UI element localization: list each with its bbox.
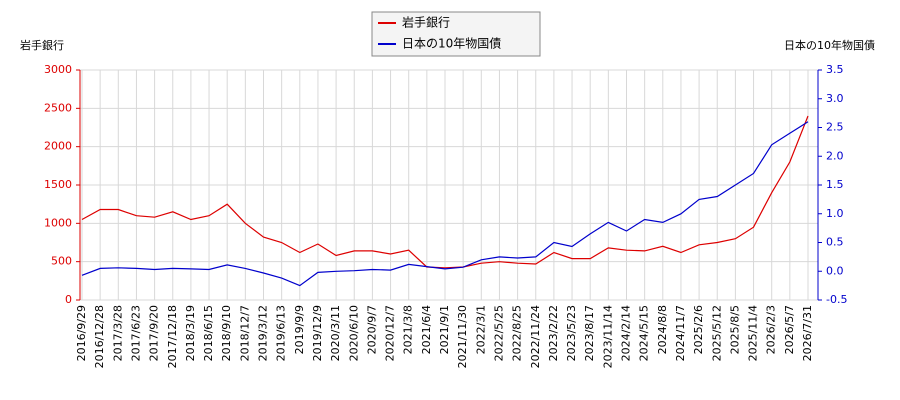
x-tick-label: 2022/8/25 — [511, 305, 524, 361]
x-tick-label: 2025/8/5 — [728, 305, 741, 354]
legend-label: 日本の10年物国債 — [402, 36, 501, 51]
x-tick-label: 2026/2/3 — [765, 305, 778, 354]
x-tick-label: 2024/2/14 — [620, 305, 633, 361]
x-tick-label: 2022/5/25 — [492, 305, 505, 361]
x-tick-label: 2020/12/7 — [384, 305, 397, 361]
y2-tick-label: 0.0 — [826, 264, 844, 277]
x-tick-label: 2023/8/17 — [583, 305, 596, 361]
x-tick-label: 2018/3/19 — [184, 305, 197, 361]
y2-tick-label: 3.0 — [826, 92, 844, 105]
y-tick-label: 0 — [65, 293, 72, 306]
x-tick-label: 2019/9/9 — [293, 305, 306, 354]
x-tick-label: 2020/3/11 — [329, 305, 342, 361]
x-tick-label: 2016/9/29 — [75, 305, 88, 361]
x-tick-label: 2021/6/4 — [420, 305, 433, 354]
x-tick-label: 2018/9/10 — [220, 305, 233, 361]
x-tick-label: 2025/11/4 — [747, 305, 760, 361]
x-tick-label: 2022/3/1 — [474, 305, 487, 354]
x-tick-label: 2024/5/15 — [638, 305, 651, 361]
y-tick-label: 2500 — [44, 101, 72, 114]
x-tick-label: 2021/9/1 — [438, 305, 451, 354]
x-tick-label: 2017/9/20 — [148, 305, 161, 361]
legend-label: 岩手銀行 — [402, 15, 450, 30]
y2-tick-label: 1.0 — [826, 207, 844, 220]
x-tick-label: 2024/8/8 — [656, 305, 669, 354]
y2-tick-label: 2.5 — [826, 121, 844, 134]
x-tick-label: 2022/11/24 — [529, 305, 542, 368]
x-tick-label: 2019/12/9 — [311, 305, 324, 361]
x-tick-label: 2018/6/15 — [202, 305, 215, 361]
x-tick-label: 2024/11/7 — [674, 305, 687, 361]
y2-tick-label: 3.5 — [826, 63, 844, 76]
series-line — [81, 121, 809, 287]
series-line — [81, 115, 809, 269]
x-tick-label: 2026/7/31 — [801, 305, 814, 361]
y-axis-title: 岩手銀行 — [20, 38, 64, 52]
x-tick-label: 2025/5/12 — [710, 305, 723, 361]
y2-axis-title: 日本の10年物国債 — [784, 38, 875, 52]
y2-tick-label: 0.5 — [826, 236, 844, 249]
y2-tick-label: 1.5 — [826, 178, 844, 191]
x-tick-label: 2020/9/7 — [365, 305, 378, 354]
x-tick-label: 2021/3/8 — [402, 305, 415, 354]
x-tick-label: 2016/12/28 — [93, 305, 106, 368]
x-tick-label: 2021/11/30 — [456, 305, 469, 368]
x-tick-label: 2023/11/14 — [601, 305, 614, 368]
x-tick-label: 2026/5/7 — [783, 305, 796, 354]
x-tick-label: 2023/5/23 — [565, 305, 578, 361]
y2-tick-label: 2.0 — [826, 149, 844, 162]
x-tick-label: 2017/12/18 — [166, 305, 179, 368]
x-tick-label: 2023/2/22 — [547, 305, 560, 361]
legend — [371, 11, 541, 57]
x-tick-label: 2019/6/13 — [275, 305, 288, 361]
x-tick-label: 2019/3/12 — [257, 305, 270, 361]
x-tick-label: 2025/2/6 — [692, 305, 705, 354]
x-tick-label: 2017/3/28 — [111, 305, 124, 361]
x-tick-label: 2020/6/10 — [347, 305, 360, 361]
y-tick-label: 2000 — [44, 140, 72, 153]
y-tick-label: 500 — [51, 255, 72, 268]
y-tick-label: 1000 — [44, 216, 72, 229]
x-tick-label: 2017/6/23 — [129, 305, 142, 361]
x-tick-label: 2018/12/7 — [238, 305, 251, 361]
y2-tick-label: -0.5 — [826, 293, 847, 306]
y-tick-label: 1500 — [44, 178, 72, 191]
y-tick-label: 3000 — [44, 63, 72, 76]
